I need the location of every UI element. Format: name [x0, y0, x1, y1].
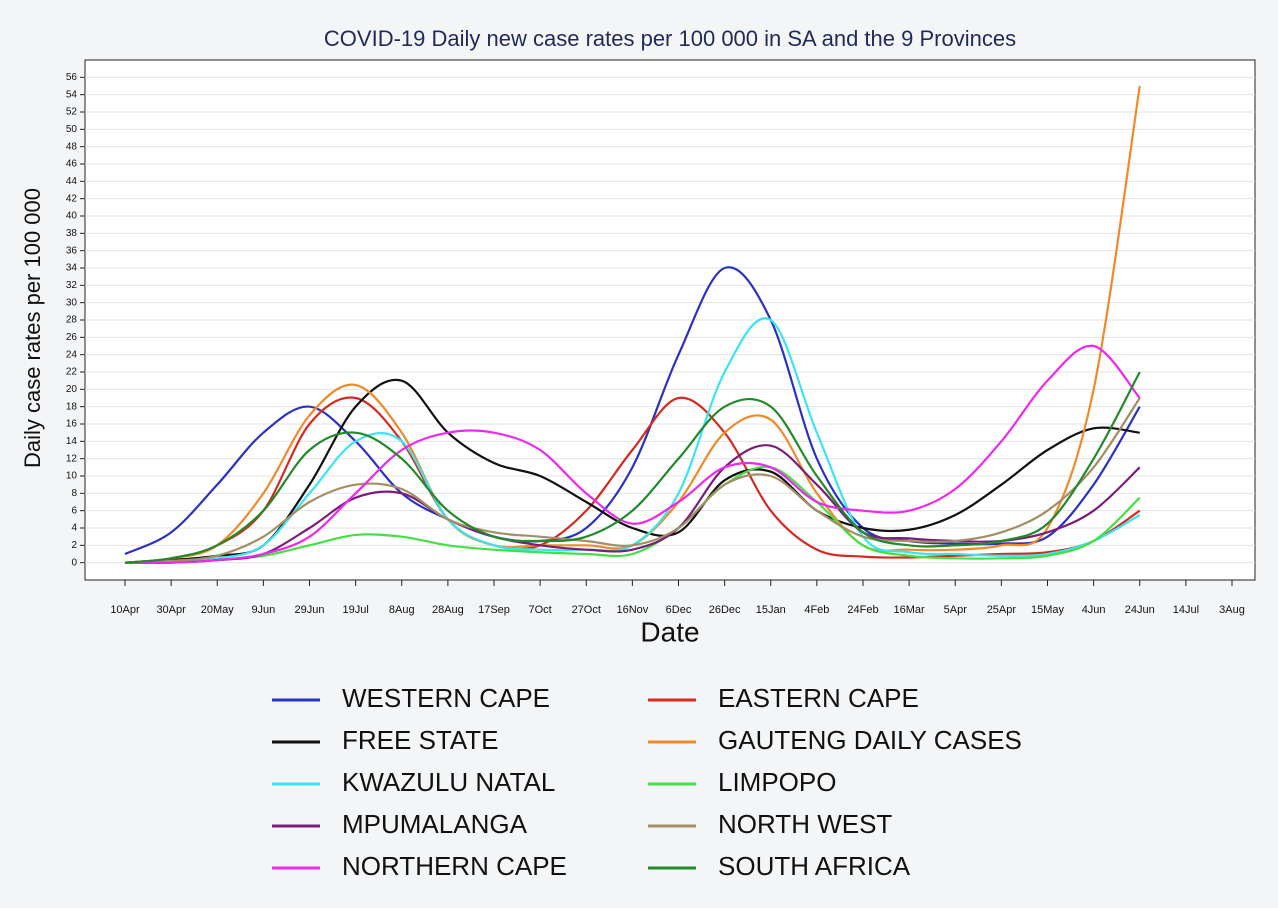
y-tick-label: 52: [66, 107, 78, 118]
x-tick-label: 19Jul: [342, 604, 368, 616]
series-line: [124, 444, 1141, 564]
legend-label: GAUTENG DAILY CASES: [718, 725, 1022, 755]
x-tick-label: 10Apr: [110, 604, 140, 616]
x-tick-label: 28Aug: [432, 604, 464, 616]
chart-title: COVID-19 Daily new case rates per 100 00…: [324, 26, 1016, 51]
series-line: [124, 396, 1141, 564]
y-tick-label: 4: [71, 523, 77, 534]
x-tick-label: 16Nov: [616, 604, 648, 616]
x-tick-label: 14Jul: [1173, 604, 1199, 616]
x-tick-label: 30Apr: [156, 604, 186, 616]
x-tick-label: 26Dec: [709, 604, 741, 616]
y-tick-label: 32: [66, 280, 78, 291]
series-line: [124, 344, 1141, 564]
series-line: [124, 378, 1140, 564]
y-tick-label: 20: [66, 384, 78, 395]
x-tick-label: 27Oct: [572, 604, 601, 616]
y-tick-label: 46: [66, 159, 78, 170]
x-tick-label: 29Jun: [295, 604, 325, 616]
y-tick-label: 44: [66, 176, 78, 187]
legend-label: SOUTH AFRICA: [718, 851, 911, 881]
x-tick-label: 7Oct: [529, 604, 552, 616]
legend-label: WESTERN CAPE: [342, 683, 550, 713]
series-line: [124, 317, 1141, 564]
y-tick-label: 30: [66, 297, 78, 308]
legend-label: NORTH WEST: [718, 809, 892, 839]
y-tick-label: 14: [66, 436, 78, 447]
y-tick-label: 54: [66, 89, 78, 100]
x-tick-label: 24Jun: [1125, 604, 1155, 616]
y-tick-label: 10: [66, 471, 78, 482]
series-line: [124, 266, 1141, 556]
y-tick-label: 26: [66, 332, 78, 343]
series-line: [124, 371, 1141, 564]
legend-label: KWAZULU NATAL: [342, 767, 555, 797]
y-tick-label: 34: [66, 263, 78, 274]
y-tick-label: 38: [66, 228, 78, 239]
x-tick-label: 4Feb: [804, 604, 829, 616]
x-tick-label: 16Mar: [894, 604, 926, 616]
x-tick-label: 9Jun: [251, 604, 275, 616]
y-axis-label: Daily case rates per 100 000: [20, 188, 45, 468]
y-tick-label: 48: [66, 141, 78, 152]
y-tick-label: 2: [71, 540, 77, 551]
legend-label: MPUMALANGA: [342, 809, 528, 839]
y-tick-label: 6: [71, 505, 77, 516]
y-tick-label: 50: [66, 124, 78, 135]
y-tick-label: 24: [66, 349, 78, 360]
y-tick-label: 28: [66, 315, 78, 326]
series-line: [124, 397, 1141, 564]
x-tick-label: 24Feb: [847, 604, 878, 616]
x-tick-label: 25Apr: [987, 604, 1017, 616]
y-tick-label: 40: [66, 211, 78, 222]
legend-label: NORTHERN CAPE: [342, 851, 567, 881]
y-tick-label: 22: [66, 367, 78, 378]
y-tick-label: 42: [66, 193, 78, 204]
y-tick-label: 56: [66, 72, 78, 83]
x-tick-label: 17Sep: [478, 604, 510, 616]
x-tick-label: 20May: [201, 604, 235, 616]
x-tick-label: 15Jan: [756, 604, 786, 616]
x-tick-label: 6Dec: [666, 604, 692, 616]
x-tick-label: 15May: [1031, 604, 1065, 616]
x-tick-label: 4Jun: [1082, 604, 1106, 616]
legend-label: LIMPOPO: [718, 767, 836, 797]
x-tick-label: 8Aug: [389, 604, 415, 616]
y-tick-label: 36: [66, 245, 78, 256]
y-tick-label: 18: [66, 401, 78, 412]
series-line: [124, 85, 1141, 564]
legend-label: FREE STATE: [342, 725, 499, 755]
x-tick-label: 3Aug: [1219, 604, 1245, 616]
y-tick-label: 12: [66, 453, 78, 464]
legend-label: EASTERN CAPE: [718, 683, 919, 713]
x-axis-label: Date: [640, 616, 699, 647]
series-line: [124, 465, 1141, 564]
y-tick-label: 8: [71, 488, 77, 499]
y-tick-label: 0: [71, 557, 77, 568]
y-tick-label: 16: [66, 419, 78, 430]
x-tick-label: 5Apr: [944, 604, 968, 616]
